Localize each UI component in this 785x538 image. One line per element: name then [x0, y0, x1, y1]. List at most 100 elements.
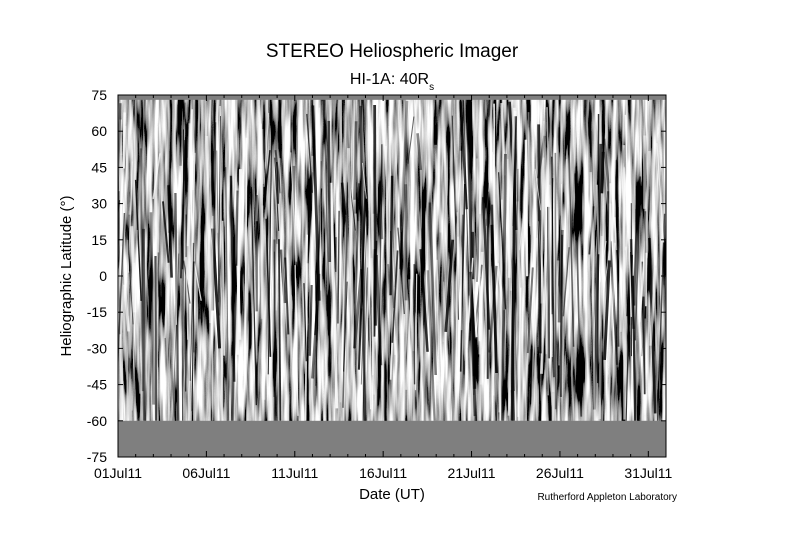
x-tick-label: 21Jul11: [448, 465, 496, 481]
texture-streak: [530, 237, 538, 421]
texture-streak: [426, 270, 436, 421]
texture-streak: [244, 137, 248, 358]
texture-streak: [185, 257, 189, 340]
texture-streak: [340, 182, 347, 215]
texture-streak: [123, 284, 130, 332]
texture-streak: [219, 105, 224, 421]
texture-streak: [360, 221, 368, 385]
texture-streak: [469, 271, 477, 417]
texture-streak: [353, 121, 358, 200]
texture-streak: [308, 284, 313, 356]
texture-streak: [291, 165, 296, 295]
texture-streak: [374, 254, 383, 366]
texture-streak: [408, 279, 416, 352]
texture-streak: [279, 158, 287, 392]
texture-streak: [312, 228, 314, 354]
texture-streak: [526, 267, 534, 354]
texture-streak: [559, 234, 564, 397]
texture-streak: [479, 251, 484, 305]
texture-streak: [311, 155, 317, 421]
texture-streak: [141, 228, 146, 421]
texture-streak: [237, 273, 241, 333]
texture-streak: [540, 120, 545, 304]
texture-streak: [259, 123, 266, 400]
texture-streak: [474, 264, 483, 327]
texture-streak: [324, 126, 331, 354]
texture-streak: [536, 135, 546, 179]
y-axis-label: Heliographic Latitude (°): [58, 195, 75, 356]
texture-streak: [455, 212, 458, 421]
texture-streak: [265, 218, 272, 357]
texture-streak: [537, 124, 542, 354]
texture-streak: [479, 265, 489, 385]
texture-streak: [567, 121, 575, 347]
y-tick-label: 15: [91, 232, 107, 248]
texture-streak: [538, 221, 545, 304]
y-tick-label: -75: [87, 449, 107, 465]
texture-streak: [459, 150, 463, 331]
texture-streak: [598, 236, 604, 419]
y-tick-label: 75: [91, 87, 107, 103]
texture-streak: [229, 175, 236, 382]
texture-streak: [370, 170, 374, 376]
credit-text: Rutherford Appleton Laboratory: [537, 492, 677, 503]
texture-streak: [600, 151, 605, 194]
texture-streak: [338, 224, 342, 403]
texture-streak: [361, 162, 367, 199]
texture-streak: [263, 112, 270, 187]
texture-streak: [482, 197, 491, 330]
tick-marks: [117, 94, 666, 458]
texture-streak: [516, 201, 523, 421]
texture-streak: [416, 133, 423, 171]
texture-streak: [603, 260, 611, 360]
texture-streak: [274, 149, 282, 194]
texture-streak: [384, 145, 390, 265]
texture-streak: [609, 241, 619, 365]
texture-streak: [428, 202, 437, 376]
texture-streak: [592, 143, 603, 410]
texture-streak: [434, 144, 443, 233]
texture-streak: [130, 226, 137, 313]
x-tick-label: 31Jul11: [624, 465, 672, 481]
texture-streak: [329, 182, 339, 409]
texture-streak: [224, 167, 230, 421]
texture-streak: [278, 239, 282, 421]
texture-streak: [517, 287, 522, 417]
y-tick-label: 45: [91, 159, 107, 175]
texture-streak: [613, 217, 618, 251]
texture-streak: [435, 259, 442, 421]
texture-streak: [311, 105, 321, 301]
texture-streak: [459, 101, 468, 210]
texture-streak: [414, 273, 418, 391]
texture-streak: [337, 210, 340, 324]
texture-streak: [397, 227, 405, 315]
texture-streak: [510, 116, 517, 421]
texture-streak: [205, 136, 212, 324]
texture-streak: [274, 243, 279, 311]
texture-streak: [154, 256, 158, 421]
texture-streak: [294, 265, 299, 416]
texture-streak: [399, 100, 409, 269]
y-tick-labels: 75 60 45 30 15 0 -15 -30 -45 -60 -75: [87, 87, 107, 465]
y-tick-label: -45: [87, 377, 107, 393]
texture-streak: [574, 173, 583, 417]
texture-streak: [500, 153, 507, 421]
texture-streak: [472, 279, 478, 338]
texture-streak: [463, 100, 470, 296]
texture-streak: [134, 179, 142, 301]
texture-streak: [353, 268, 363, 349]
no-data-band-bottom: [118, 420, 666, 457]
y-tick-label: 0: [99, 268, 107, 284]
texture-streak: [599, 240, 607, 282]
texture-streak: [304, 234, 308, 421]
texture-streak: [507, 225, 514, 416]
texture-streak: [126, 224, 134, 325]
texture-streak: [558, 184, 563, 366]
y-tick-label: 30: [91, 196, 107, 212]
texture-streak: [118, 200, 121, 218]
texture-streak: [519, 211, 525, 251]
texture-streak: [631, 275, 637, 421]
texture-streak: [641, 150, 651, 297]
texture-streak: [186, 109, 194, 247]
